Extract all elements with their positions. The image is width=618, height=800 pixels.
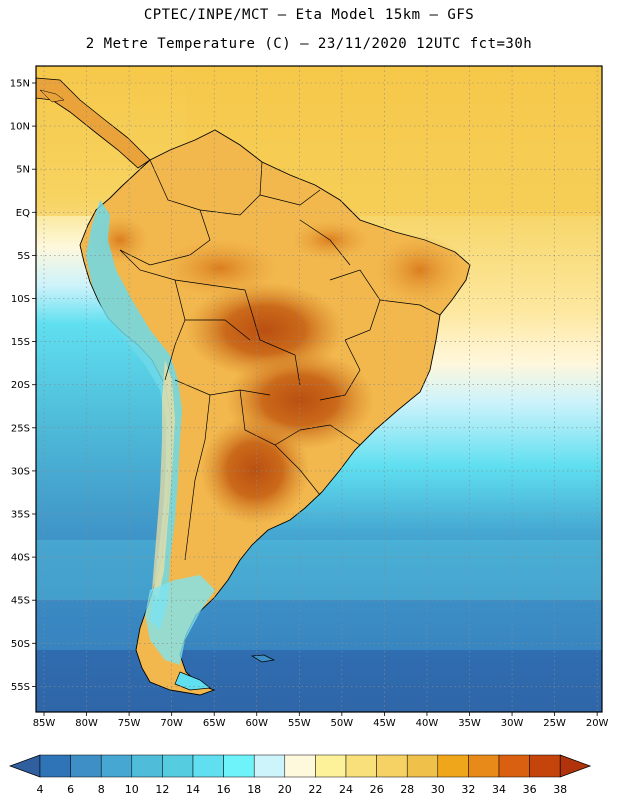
colorbar-swatch [100,754,133,778]
lat-label: 20S [11,380,30,391]
lat-label: 10N [10,122,30,133]
colorbar: 4 6 8 10 12 14 16 18 20 22 24 26 28 30 32 34 36 38 [8,754,592,796]
latitude-labels: 15N 10N 5N EQ 5S 10S 15S 20S 25S 30S 35S 40S 45S 50S 5… [10,79,36,693]
colorbar-label: 6 [67,783,74,796]
colorbar-label: 16 [217,783,231,796]
lat-label: 35S [11,510,30,521]
colorbar-swatch [70,754,102,778]
lon-label: 70W [160,718,183,729]
lat-label: 40S [11,553,30,564]
lon-label: 65W [203,718,226,729]
colorbar-swatch [406,754,439,778]
lat-label: EQ [16,208,30,219]
map-frame [35,65,603,713]
colorbar-high-arrow [559,754,592,778]
lon-label: 25W [543,718,566,729]
colorbar-label: 28 [400,783,414,796]
colorbar-swatch [345,754,377,778]
lon-label: 60W [245,718,268,729]
colorbar-swatch [315,754,347,778]
lat-label: 5S [17,251,30,262]
colorbar-swatch [253,754,286,778]
falkland-islands [250,654,276,663]
lon-label: 80W [75,718,98,729]
map-title-line2: 2 Metre Temperature (C) – 23/11/2020 12U… [85,36,533,52]
lon-label: 55W [288,718,311,729]
colorbar-label: 34 [492,783,506,796]
colorbar-label: 12 [155,783,169,796]
lat-label: 5N [16,165,30,176]
colorbar-swatch [376,754,408,778]
colorbar-label: 30 [431,783,445,796]
lon-label: 85W [33,718,56,729]
colorbar-swatch [192,754,224,778]
colorbar-swatch [468,754,500,778]
colorbar-label: 8 [98,783,105,796]
colorbar-label: 20 [278,783,292,796]
lat-label: 15S [11,337,30,348]
colorbar-label: 18 [247,783,261,796]
country-borders [119,159,441,561]
colorbar-swatch [131,754,163,778]
lon-label: 20W [586,718,609,729]
colorbar-label: 10 [125,783,139,796]
colorbar-label: 32 [461,783,475,796]
colorbar-swatch [223,754,255,778]
central-america [36,77,151,169]
colorbar-label: 24 [339,783,353,796]
lon-label: 40W [416,718,439,729]
colorbar-label: 38 [553,783,567,796]
lat-label: 30S [11,466,30,477]
lon-label: 35W [458,718,481,729]
lat-label: 50S [11,639,30,650]
colorbar-label: 22 [308,783,322,796]
colorbar-label: 14 [186,783,200,796]
colorbar-label: 26 [370,783,384,796]
colorbar-swatch [498,754,530,778]
colorbar-low-arrow [8,754,41,778]
colorbar-label: 36 [523,783,537,796]
lat-label: 15N [10,79,30,90]
andes-cool-zone [86,200,182,630]
colorbar-swatch [284,754,316,778]
colorbar-label: 4 [37,783,44,796]
lon-label: 30W [501,718,524,729]
lat-label: 45S [11,596,30,607]
longitude-labels: 85W 80W 75W 70W 65W 60W 55W 50W 45W 40W 35W 30W 25W 2… [33,712,609,729]
lon-label: 45W [373,718,396,729]
colorbar-swatch [437,754,469,778]
colorbar-swatch [529,754,561,778]
colorbar-swatch [162,754,194,778]
lat-label: 10S [11,294,30,305]
lon-label: 75W [118,718,141,729]
tierra-del-fuego [174,671,211,691]
map-title-line1: CPTEC/INPE/MCT – Eta Model 15km – GFS [143,7,475,23]
colorbar-swatch [39,754,71,778]
lat-label: 25S [11,423,30,434]
lat-label: 55S [11,682,30,693]
lon-label: 50W [331,718,354,729]
